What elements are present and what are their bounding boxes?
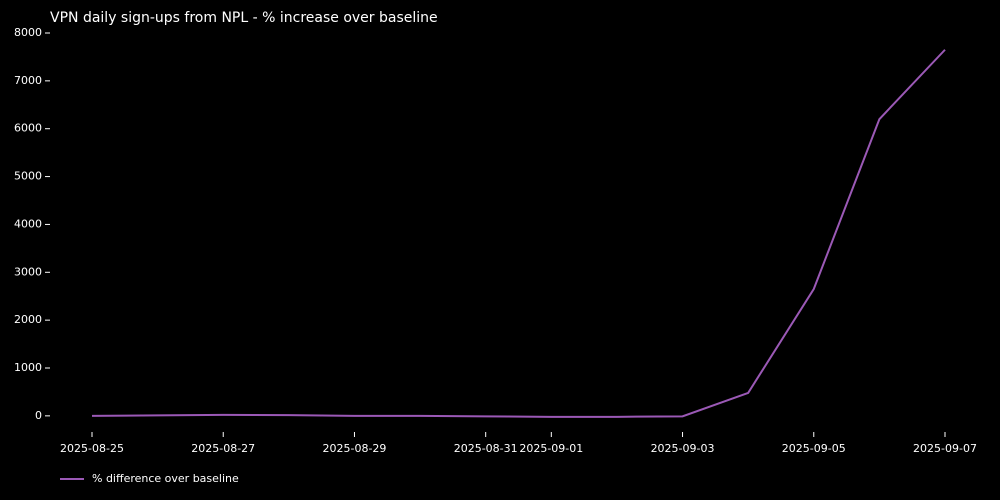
y-tick-label: 4000 (14, 217, 42, 230)
x-tick-label: 2025-09-05 (782, 442, 846, 455)
x-tick-label: 2025-09-01 (519, 442, 583, 455)
x-tick-label: 2025-08-25 (60, 442, 124, 455)
x-tick-label: 2025-09-03 (651, 442, 715, 455)
y-tick-label: 7000 (14, 74, 42, 87)
x-tick-label: 2025-08-27 (191, 442, 255, 455)
line (91, 49, 946, 418)
y-tick-label: 6000 (14, 122, 42, 135)
x-tick-label: 2025-08-31 (454, 442, 518, 455)
y-tick-label: 5000 (14, 170, 42, 183)
y-tick-label: 8000 (14, 26, 42, 39)
legend-label: % difference over baseline (92, 472, 239, 485)
y-tick-label: 1000 (14, 361, 42, 374)
x-tick-label: 2025-09-07 (913, 442, 977, 455)
x-tick-label: 2025-08-29 (322, 442, 386, 455)
y-tick-label: 0 (35, 409, 42, 422)
chart-title: VPN daily sign-ups from NPL - % increase… (50, 10, 438, 26)
y-tick-label: 2000 (14, 313, 42, 326)
y-tick-label: 3000 (14, 265, 42, 278)
